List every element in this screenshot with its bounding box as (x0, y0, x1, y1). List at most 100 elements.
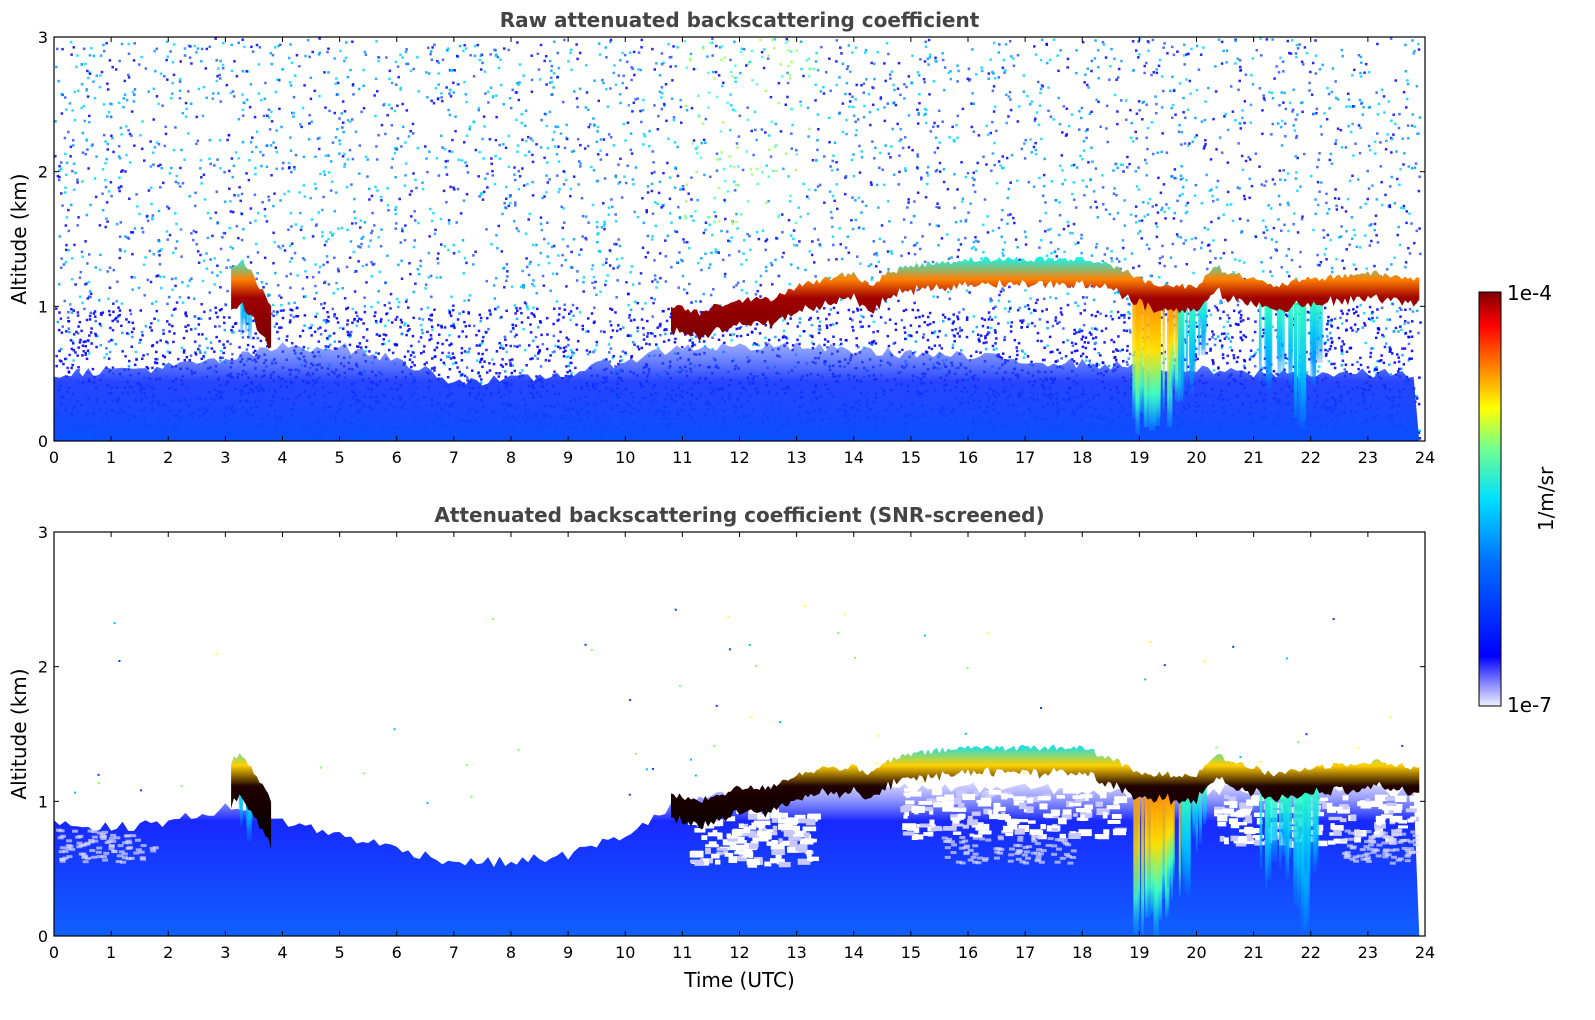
noise-pixel (1034, 141, 1037, 145)
noise-pixel (737, 250, 741, 253)
noise-pixel (317, 147, 321, 151)
noise-pixel (614, 175, 618, 179)
noise-pixel (539, 251, 543, 255)
noise-pixel (556, 174, 559, 177)
noise-pixel (731, 74, 734, 78)
noise-pixel (1148, 197, 1152, 201)
noise-pixel (899, 93, 902, 97)
noise-pixel (1309, 174, 1313, 178)
noise-pixel (435, 156, 439, 160)
noise-pixel (240, 238, 244, 242)
noise-pixel (439, 358, 443, 362)
noise-pixel (1355, 245, 1359, 248)
noise-pixel (673, 166, 677, 169)
noise-pixel (386, 203, 390, 207)
noise-pixel (273, 192, 276, 195)
noise-pixel (535, 292, 538, 295)
noise-pixel (306, 38, 310, 42)
noise-pixel (432, 101, 436, 105)
noise-pixel (1305, 371, 1309, 374)
noise-pixel (216, 222, 219, 225)
noise-pixel (854, 120, 857, 124)
noise-pixel (822, 92, 826, 95)
noise-pixel (1213, 304, 1217, 308)
noise-pixel (1241, 116, 1244, 120)
noise-pixel (231, 175, 234, 179)
noise-pixel (1253, 365, 1257, 368)
noise-pixel (1176, 235, 1180, 238)
noise-pixel (386, 113, 389, 117)
noise-pixel (1010, 153, 1014, 157)
noise-pixel (546, 146, 550, 150)
noise-pixel (1115, 78, 1118, 81)
noise-pixel (844, 176, 847, 179)
noise-pixel (243, 45, 246, 49)
noise-pixel (610, 198, 613, 201)
noise-pixel (1381, 203, 1384, 207)
noise-pixel (477, 175, 480, 178)
noise-pixel (1083, 194, 1086, 197)
noise-pixel (590, 267, 594, 271)
noise-pixel (1242, 364, 1246, 368)
noise-pixel (289, 43, 292, 46)
noise-pixel (1173, 168, 1177, 171)
noise-pixel (1357, 53, 1361, 57)
noise-pixel (1253, 353, 1257, 356)
noise-pixel (1234, 62, 1237, 65)
noise-pixel (995, 129, 998, 133)
noise-pixel (1001, 248, 1005, 252)
noise-pixel (140, 226, 144, 230)
noise-pixel (118, 256, 122, 260)
noise-pixel (991, 229, 995, 233)
noise-pixel (494, 138, 498, 142)
noise-pixel (85, 213, 89, 217)
noise-pixel (925, 171, 929, 175)
noise-pixel (295, 53, 299, 57)
noise-pixel (687, 192, 690, 195)
noise-pixel (617, 74, 620, 77)
noise-pixel (745, 291, 748, 295)
noise-pixel (109, 115, 113, 119)
noise-pixel (396, 65, 400, 68)
noise-pixel (433, 43, 436, 47)
noise-pixel (959, 219, 963, 223)
noise-pixel (1385, 139, 1388, 143)
noise-pixel (896, 122, 899, 126)
noise-pixel (500, 250, 504, 253)
noise-pixel (1080, 237, 1083, 240)
noise-pixel (455, 221, 458, 224)
noise-pixel (597, 249, 601, 253)
noise-pixel (1359, 303, 1362, 307)
noise-pixel (1296, 113, 1299, 116)
noise-pixel (118, 189, 121, 193)
noise-pixel (604, 46, 608, 49)
noise-pixel (1145, 174, 1148, 177)
noise-pixel (830, 169, 834, 172)
noise-pixel (315, 291, 318, 295)
noise-pixel (1005, 156, 1009, 160)
noise-pixel (814, 83, 817, 87)
noise-pixel (1368, 244, 1372, 247)
noise-pixel (1143, 71, 1146, 75)
noise-pixel (1138, 229, 1142, 233)
noise-pixel (1155, 225, 1159, 228)
noise-pixel (338, 326, 342, 330)
noise-pixel (1397, 360, 1401, 363)
noise-pixel (1062, 327, 1065, 330)
noise-pixel (1343, 368, 1347, 371)
noise-pixel (88, 54, 92, 57)
noise-pixel (491, 174, 494, 177)
noise-pixel (405, 62, 408, 66)
noise-pixel (282, 161, 285, 165)
noise-pixel (1140, 237, 1143, 240)
noise-pixel (178, 89, 182, 92)
noise-pixel (1415, 395, 1419, 398)
noise-pixel (651, 315, 654, 318)
noise-pixel (311, 235, 315, 238)
noise-pixel (734, 76, 737, 80)
noise-pixel (668, 176, 672, 179)
noise-pixel (907, 114, 911, 117)
noise-pixel (388, 77, 391, 81)
noise-pixel (1363, 324, 1367, 327)
noise-pixel (544, 55, 548, 58)
